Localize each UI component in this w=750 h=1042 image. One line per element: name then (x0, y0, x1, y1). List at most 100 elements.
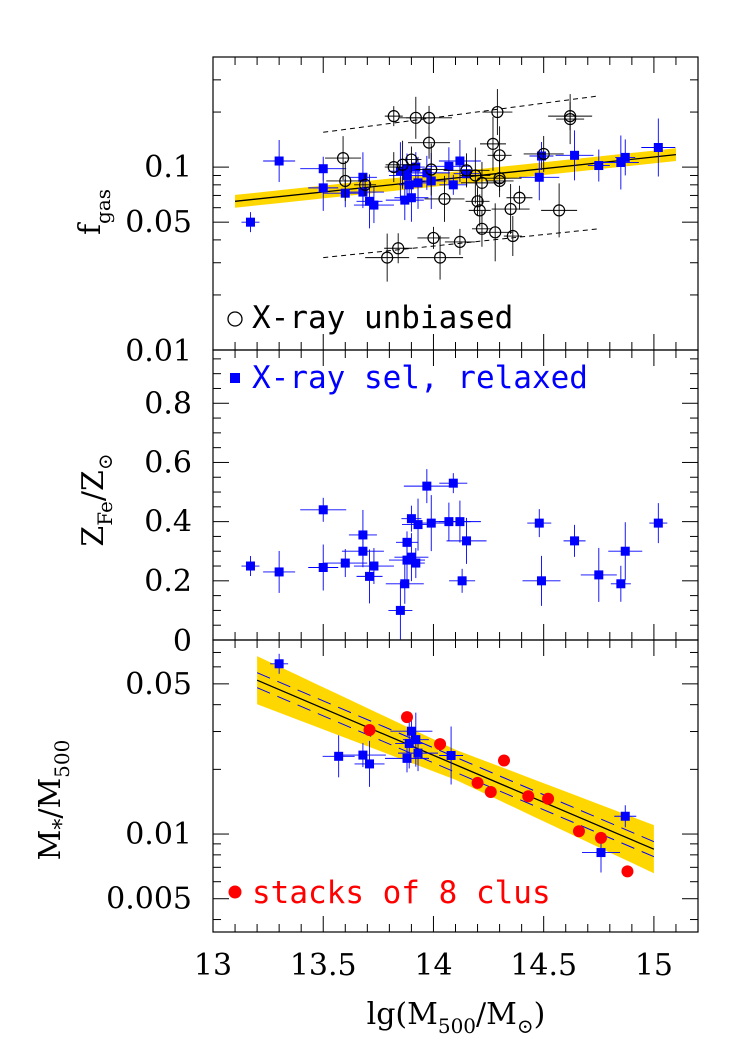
y-axis-label-iron-abundance: ZFe/Z⊙ (76, 453, 117, 546)
data-point-open-circle (381, 251, 394, 264)
data-point-blue-square (404, 180, 414, 190)
data-point-blue-square (365, 571, 375, 581)
data-point-open-circle (387, 161, 400, 174)
data-point-red-circle (434, 738, 447, 751)
data-point-blue-square (245, 217, 255, 227)
x-tick-label: 13.5 (290, 948, 357, 983)
data-point-open-circle (553, 204, 566, 217)
data-point-open-circle (504, 202, 517, 216)
data-point-blue-square (534, 172, 544, 182)
y-tick-label: 0.05 (125, 667, 192, 702)
data-point-blue-square (402, 170, 412, 180)
data-point-red-circle (621, 865, 634, 878)
data-point-blue-square (406, 514, 416, 524)
data-point-blue-square (400, 579, 410, 589)
data-point-blue-square (594, 570, 604, 580)
x-tick-label: 13 (194, 948, 232, 983)
data-point-red-circle (522, 790, 535, 803)
legend-stacks-of-8-clus: stacks of 8 clus (252, 875, 551, 911)
panel-iron-abundance: 0.8 0.6 0.4 0.2 0 (144, 349, 699, 659)
y-tick-label: 0.6 (144, 445, 192, 480)
data-point-blue-square (395, 166, 405, 176)
scatter-envelope-line (256, 687, 655, 858)
data-point-open-circle (422, 136, 436, 149)
data-point-blue-square (404, 738, 414, 748)
y-tick-label: 0.005 (106, 882, 192, 917)
data-point-blue-square (653, 518, 663, 528)
data-point-blue-square (426, 518, 436, 528)
data-point-open-circle (493, 174, 506, 188)
data-point-blue-square (653, 143, 663, 153)
data-point-red-circle (542, 792, 555, 805)
data-point-red-circle (572, 825, 585, 838)
data-point-open-circle (564, 113, 577, 126)
x-axis-label: lg(M500/M⊙) (367, 997, 546, 1038)
y-tick-label: 0.8 (144, 386, 192, 421)
data-point-blue-square (413, 520, 423, 530)
data-point-open-circle (359, 178, 372, 191)
data-point-blue-square (570, 150, 580, 160)
data-point-blue-square (358, 546, 368, 556)
data-point-blue-square (400, 195, 410, 205)
y-tick-label: 0.05 (125, 205, 192, 240)
panel-gas-fraction: 0.1 0.05 0.01 (125, 56, 699, 369)
data-point-blue-square (455, 517, 465, 527)
data-point-open-circle (475, 176, 489, 189)
x-tick-label: 15 (635, 948, 673, 983)
y-axis-label-gas-fraction: fgas (73, 189, 115, 235)
data-point-blue-square (413, 178, 423, 188)
data-point-open-circle (438, 192, 451, 206)
data-point-blue-square (318, 183, 328, 193)
data-point-blue-square (369, 200, 379, 210)
best-fit-line (256, 679, 655, 850)
data-point-open-circle (392, 242, 405, 255)
legend-x-ray-unbiased: X-ray unbiased (252, 300, 513, 336)
data-point-blue-square (616, 157, 626, 167)
data-point-open-circle (427, 231, 440, 245)
data-point-blue-square (594, 161, 604, 171)
data-point-blue-square (274, 659, 284, 669)
y-tick-label: 0 (173, 624, 192, 659)
data-point-blue-square (422, 481, 432, 491)
data-point-blue-square (402, 753, 412, 763)
dashed-envelope-upper (323, 95, 599, 133)
data-point-open-circle (425, 163, 438, 176)
y-axis-label-stellar-mass-fraction: M*/M500 (33, 740, 75, 861)
data-point-blue-square (406, 552, 416, 562)
data-point-red-circle (498, 754, 510, 767)
data-point-red-circle (401, 711, 413, 724)
data-point-blue-square (358, 187, 368, 197)
data-point-blue-square (395, 605, 405, 615)
x-tick-label: 14.5 (510, 948, 577, 983)
data-point-blue-square (245, 561, 255, 571)
x-tick-label: 14 (414, 948, 452, 983)
data-point-open-circle (433, 251, 447, 264)
data-point-blue-square (369, 561, 379, 571)
data-point-open-circle (387, 110, 400, 123)
data-point-blue-square (620, 811, 630, 821)
data-point-open-circle (453, 235, 467, 249)
data-point-red-circle (484, 785, 497, 798)
legend-open-circle-marker (227, 311, 243, 327)
data-point-blue-square (448, 180, 458, 190)
data-point-open-circle (537, 147, 550, 161)
data-point-open-circle (396, 158, 409, 171)
data-point-blue-square (334, 751, 344, 761)
legend-blue-square-marker (230, 373, 240, 383)
data-point-blue-square (411, 162, 421, 172)
data-point-red-circle (595, 831, 607, 844)
data-point-blue-square (411, 558, 421, 568)
data-point-blue-square (274, 156, 284, 166)
data-point-open-circle (469, 169, 482, 182)
y-tick-label: 0.2 (144, 564, 192, 599)
data-point-open-circle (489, 226, 502, 239)
data-point-blue-square (413, 748, 423, 758)
data-point-blue-square (536, 576, 546, 586)
dashed-envelope-lower (323, 228, 599, 259)
data-point-blue-square (534, 518, 544, 528)
data-point-blue-square (536, 151, 546, 161)
data-point-red-circle (471, 776, 484, 789)
data-point-open-circle (475, 222, 489, 235)
